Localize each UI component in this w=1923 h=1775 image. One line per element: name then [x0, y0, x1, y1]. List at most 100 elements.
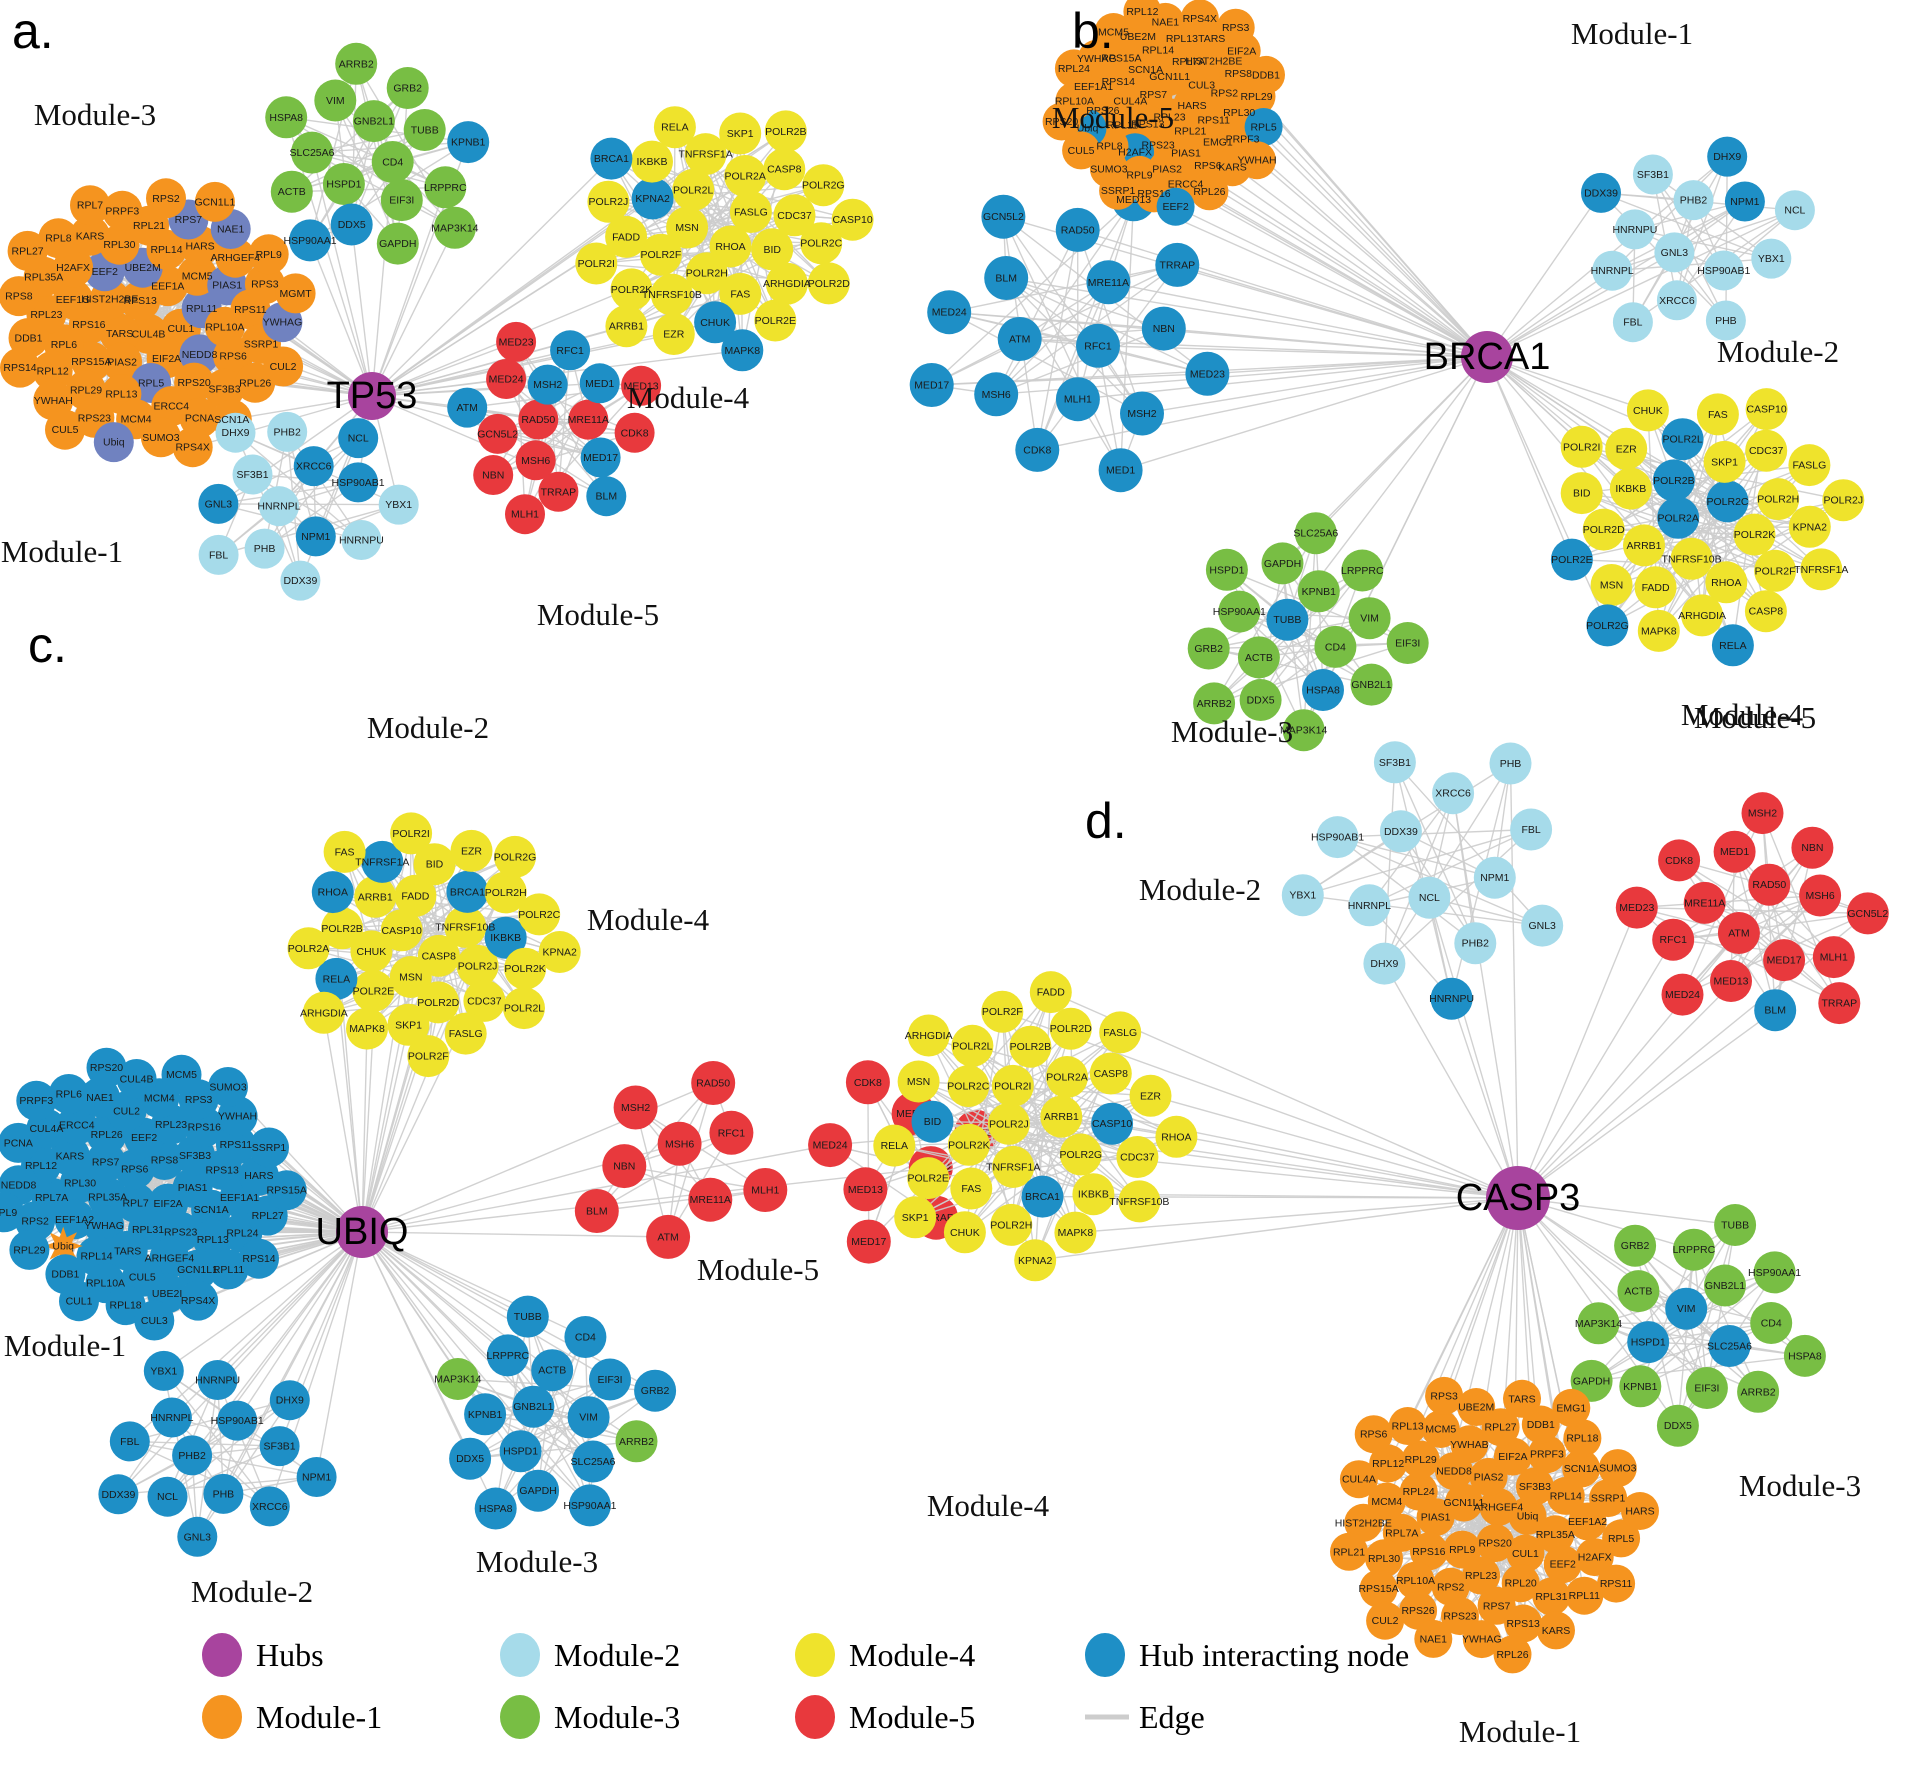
network-node: [974, 372, 1019, 417]
network-node: [1099, 1011, 1142, 1054]
network-node: [1634, 566, 1677, 609]
network-edge: [1774, 847, 1814, 1011]
node-label: CUL4B: [120, 1074, 154, 1086]
node-label: RFC1: [718, 1127, 746, 1139]
network-node: [504, 947, 547, 990]
node-label: RPL7: [122, 1197, 148, 1209]
network-node: [177, 1516, 218, 1557]
node-label: MRE11A: [1684, 897, 1725, 909]
node-label: CDC37: [1749, 445, 1784, 457]
node-label: LRPPRC: [1673, 1244, 1716, 1256]
node-label: POLR2F: [408, 1051, 449, 1063]
node-label: MED23: [1190, 368, 1225, 380]
node-label: PRPF3: [1530, 1449, 1564, 1461]
network-node: [321, 907, 364, 950]
network-edge: [596, 1082, 714, 1212]
node-label: RPL5: [138, 378, 164, 390]
network-node: [232, 454, 273, 495]
network-node: [894, 1196, 937, 1239]
network-edge: [1676, 156, 1728, 301]
node-label: RPS3: [1430, 1390, 1458, 1402]
node-label: HNRNPU: [339, 535, 384, 547]
node-label: MCM5: [1098, 27, 1129, 39]
network-node: [1421, 1410, 1460, 1448]
network-node: [1009, 1025, 1052, 1068]
panel-c: CASP8 CASP10 TNFRSF10B MSN FADD POLR2J CHUK BRC…: [0, 617, 999, 1609]
network-edge: [163, 1231, 363, 1372]
network-node: [1386, 622, 1429, 664]
node-label: RHOA: [1161, 1131, 1191, 1143]
network-node: [802, 164, 845, 207]
network-node: [1414, 1619, 1453, 1658]
network-edge: [1260, 570, 1363, 701]
node-label: SKP1: [395, 1019, 422, 1031]
node-label: POLR2I: [1563, 441, 1600, 453]
network-edge: [1315, 356, 1488, 534]
network-node: [378, 484, 419, 525]
node-label: RPS7: [175, 214, 203, 226]
network-node: [1408, 876, 1451, 919]
node-label: UBE2M: [1120, 31, 1156, 43]
node-label: RAD50: [521, 414, 555, 426]
network-node: [1543, 1545, 1582, 1584]
node-label: MLH1: [751, 1185, 779, 1197]
network-node: [1062, 131, 1101, 170]
network-node: [1155, 242, 1200, 287]
network-node: [330, 203, 373, 246]
panel-c-nodes: [0, 812, 999, 1557]
hub-node-casp3: [1486, 1166, 1550, 1230]
network-node: [1425, 1376, 1464, 1415]
network-node: [389, 956, 432, 998]
legend-swatch-module-4: [795, 1633, 835, 1677]
node-label: SF3B1: [1379, 757, 1411, 769]
node-label: RPL7A: [35, 1192, 68, 1204]
node-label: KARS: [1218, 162, 1247, 174]
network-node: [1590, 564, 1633, 606]
network-node: [1615, 886, 1658, 929]
node-label: MCM5: [182, 270, 213, 282]
node-label: RPL35A: [1536, 1529, 1575, 1541]
node-label: CHUK: [700, 317, 730, 329]
network-node: [1218, 590, 1261, 633]
node-label: PHB2: [1680, 195, 1708, 207]
network-node: [1637, 609, 1680, 652]
network-node: [605, 305, 648, 348]
network-node: [134, 1300, 175, 1341]
network-edge: [931, 198, 1135, 386]
node-label: RPS23: [78, 412, 111, 424]
node-label: PHB2: [1462, 938, 1490, 950]
node-label: GAPDH: [519, 1485, 556, 1497]
network-node: [1116, 1136, 1159, 1178]
node-label: MSH6: [1806, 890, 1835, 902]
node-label: YWHAG: [1077, 53, 1117, 65]
node-label: HSP90AB1: [332, 477, 385, 489]
network-edge: [1486, 209, 1796, 358]
node-label: RPL30: [1223, 107, 1255, 119]
hub-label: CASP3: [1456, 1177, 1581, 1219]
module-label: Module-3: [34, 97, 156, 132]
network-edge: [264, 437, 359, 550]
node-label: XRCC6: [252, 1501, 288, 1513]
node-label: RELA: [881, 1140, 908, 1152]
network-node: [846, 1219, 891, 1264]
node-label: RPL14: [1550, 1490, 1582, 1502]
node-label: POLR2J: [989, 1118, 1029, 1130]
node-label: EIF2A: [1498, 1451, 1527, 1463]
node-label: Ubiq: [52, 1241, 74, 1253]
node-label: EIF2A: [154, 1198, 183, 1210]
network-node: [724, 155, 767, 197]
node-label: NCL: [1784, 205, 1805, 217]
node-label: RPL11: [1107, 120, 1138, 132]
node-label: POLR2F: [1755, 565, 1796, 577]
node-label: MED13: [848, 1184, 883, 1196]
network-node: [1612, 302, 1653, 343]
hub-label: BRCA1: [1424, 336, 1551, 378]
node-label: POLR2A: [1046, 1072, 1087, 1084]
node-label: SLC25A6: [571, 1456, 616, 1468]
network-node: [1457, 1388, 1496, 1426]
network-node: [239, 1238, 279, 1279]
node-label: CUL3: [141, 1315, 168, 1327]
network-node: [981, 194, 1026, 239]
node-label: HSP90AB1: [1697, 265, 1750, 277]
node-label: HARS: [1178, 100, 1207, 112]
